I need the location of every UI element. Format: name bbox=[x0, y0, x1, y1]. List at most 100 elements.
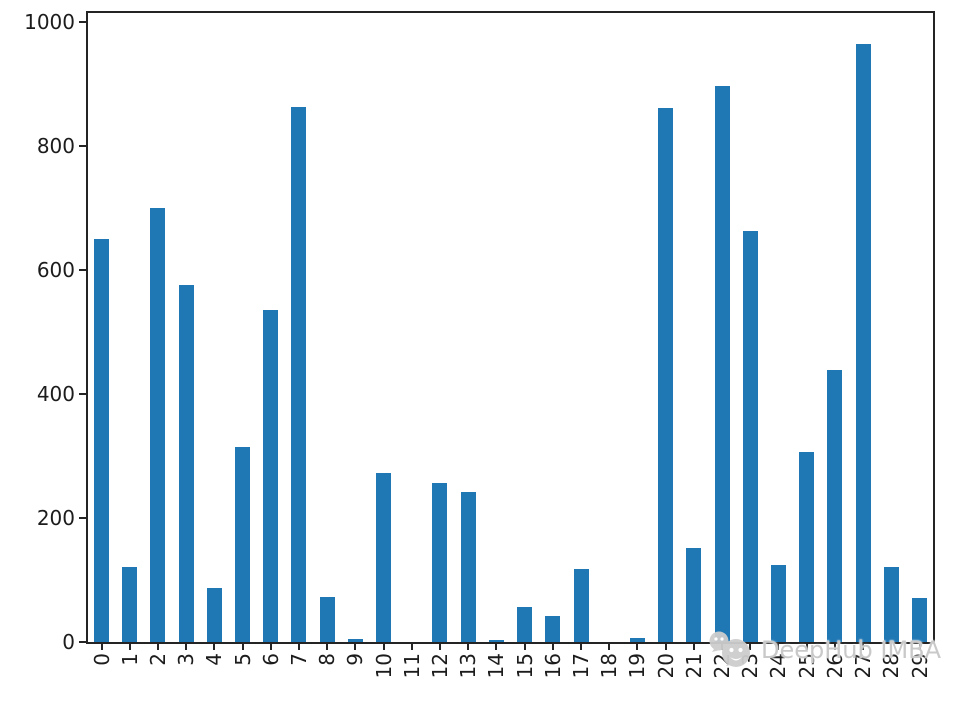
x-tick-mark bbox=[721, 642, 724, 650]
x-tick-label: 11 bbox=[399, 653, 424, 679]
x-tick-mark bbox=[805, 642, 808, 650]
x-tick-label: 7 bbox=[286, 653, 311, 666]
x-tick-label: 1 bbox=[117, 653, 142, 666]
x-tick-label: 24 bbox=[766, 653, 791, 679]
bar-7 bbox=[291, 107, 307, 642]
x-tick-label: 13 bbox=[456, 653, 481, 679]
bar-16 bbox=[545, 616, 561, 642]
x-tick-mark bbox=[269, 642, 272, 650]
y-tick-label: 1000 bbox=[24, 10, 75, 35]
bar-10 bbox=[376, 473, 392, 642]
y-tick-mark bbox=[79, 641, 87, 643]
x-tick-mark bbox=[664, 642, 667, 650]
x-tick-label: 18 bbox=[597, 653, 622, 679]
x-tick-label: 19 bbox=[625, 653, 650, 679]
x-tick-mark bbox=[213, 642, 216, 650]
x-tick-label: 6 bbox=[258, 653, 283, 666]
bar-14 bbox=[488, 640, 504, 642]
x-tick-label: 29 bbox=[907, 653, 932, 679]
x-tick-label: 14 bbox=[484, 653, 509, 679]
bar-24 bbox=[770, 565, 786, 642]
bar-6 bbox=[263, 310, 279, 642]
x-tick-label: 25 bbox=[794, 653, 819, 679]
x-tick-mark bbox=[410, 642, 413, 650]
x-tick-label: 21 bbox=[681, 653, 706, 679]
y-tick-label: 800 bbox=[36, 134, 75, 159]
y-tick-label: 400 bbox=[36, 382, 75, 407]
bar-1 bbox=[122, 567, 138, 642]
y-tick-mark bbox=[79, 269, 87, 272]
bar-28 bbox=[883, 567, 899, 642]
x-tick-label: 8 bbox=[315, 653, 340, 666]
bar-9 bbox=[347, 639, 363, 642]
x-tick-label: 22 bbox=[710, 653, 735, 679]
y-tick-mark bbox=[79, 517, 87, 520]
bar-3 bbox=[178, 285, 194, 642]
x-tick-mark bbox=[185, 642, 188, 650]
x-tick-mark bbox=[382, 642, 385, 650]
x-tick-label: 26 bbox=[822, 653, 847, 679]
y-tick-label: 0 bbox=[62, 630, 75, 654]
bar-8 bbox=[319, 597, 335, 642]
x-tick-label: 4 bbox=[202, 653, 227, 666]
x-tick-mark bbox=[241, 642, 244, 650]
x-tick-mark bbox=[777, 642, 780, 650]
y-tick-label: 600 bbox=[36, 258, 75, 283]
x-tick-mark bbox=[749, 642, 752, 650]
x-tick-mark bbox=[495, 642, 498, 650]
x-tick-mark bbox=[156, 642, 159, 650]
bar-17 bbox=[573, 569, 589, 642]
x-tick-mark bbox=[467, 642, 470, 650]
x-tick-label: 3 bbox=[174, 653, 199, 666]
x-tick-label: 0 bbox=[89, 653, 114, 666]
bar-25 bbox=[799, 452, 815, 642]
x-tick-mark bbox=[636, 642, 639, 650]
bar-0 bbox=[94, 239, 109, 642]
bar-23 bbox=[742, 231, 758, 642]
x-tick-label: 12 bbox=[427, 653, 452, 679]
x-tick-mark bbox=[128, 642, 131, 650]
x-tick-mark bbox=[890, 642, 893, 650]
x-tick-mark bbox=[326, 642, 329, 650]
x-tick-label: 17 bbox=[569, 653, 594, 679]
x-tick-mark bbox=[354, 642, 357, 650]
bar-4 bbox=[206, 588, 222, 642]
y-tick-mark bbox=[79, 145, 87, 148]
x-tick-mark bbox=[523, 642, 526, 650]
x-tick-label: 9 bbox=[343, 653, 368, 666]
bar-19 bbox=[629, 638, 645, 642]
y-tick-mark bbox=[79, 393, 87, 396]
x-tick-label: 16 bbox=[540, 653, 565, 679]
bar-27 bbox=[855, 44, 871, 642]
bar-2 bbox=[150, 208, 166, 642]
x-tick-label: 27 bbox=[851, 653, 876, 679]
x-tick-mark bbox=[551, 642, 554, 650]
x-tick-mark bbox=[608, 642, 611, 650]
x-tick-mark bbox=[100, 642, 103, 650]
bar-20 bbox=[658, 108, 674, 642]
x-tick-label: 5 bbox=[230, 653, 255, 666]
bar-21 bbox=[686, 548, 702, 642]
bar-26 bbox=[827, 370, 843, 642]
x-tick-label: 20 bbox=[653, 653, 678, 679]
bar-12 bbox=[432, 483, 448, 642]
x-tick-mark bbox=[438, 642, 441, 650]
x-tick-mark bbox=[580, 642, 583, 650]
plot-area bbox=[86, 11, 935, 644]
x-tick-label: 23 bbox=[738, 653, 763, 679]
y-tick-mark bbox=[79, 21, 87, 24]
bar-13 bbox=[460, 492, 476, 642]
x-tick-mark bbox=[862, 642, 865, 650]
x-tick-mark bbox=[918, 642, 921, 650]
x-tick-mark bbox=[692, 642, 695, 650]
x-tick-mark bbox=[833, 642, 836, 650]
x-tick-mark bbox=[297, 642, 300, 650]
x-tick-label: 2 bbox=[145, 653, 170, 666]
x-tick-label: 10 bbox=[371, 653, 396, 679]
bar-29 bbox=[912, 598, 927, 642]
y-tick-label: 200 bbox=[36, 506, 75, 531]
bar-15 bbox=[517, 607, 533, 642]
x-tick-label: 15 bbox=[512, 653, 537, 679]
x-tick-label: 28 bbox=[879, 653, 904, 679]
